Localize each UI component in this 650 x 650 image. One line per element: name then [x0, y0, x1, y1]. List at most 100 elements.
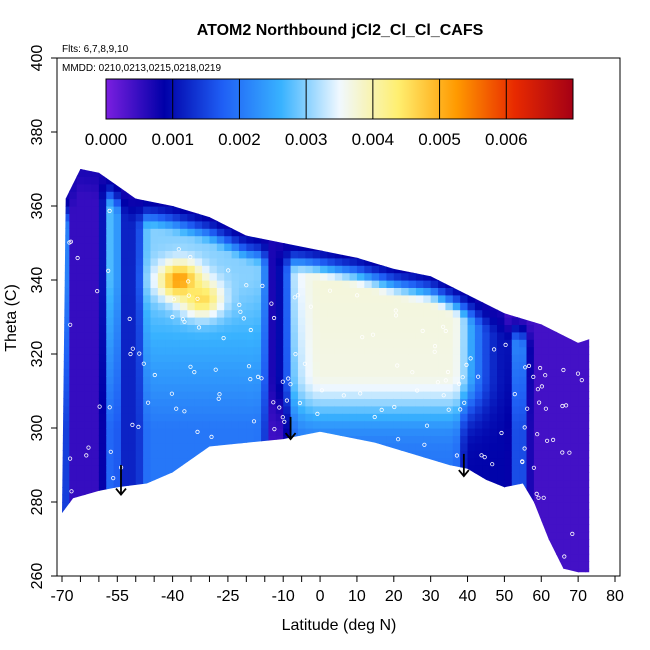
heatmap-cell	[452, 302, 461, 311]
heatmap-cell	[452, 198, 461, 207]
heatmap-cell	[415, 391, 424, 399]
heatmap-cell	[69, 213, 78, 222]
heatmap-cell	[423, 265, 432, 274]
heatmap-cell	[570, 354, 579, 362]
heatmap-cell	[209, 465, 218, 473]
heatmap-cell	[379, 169, 388, 177]
heatmap-cell	[179, 309, 188, 318]
heatmap-cell	[526, 398, 535, 407]
heatmap-cell	[69, 465, 78, 473]
heatmap-cell	[150, 169, 159, 177]
heatmap-cell	[497, 287, 505, 296]
heatmap-cell	[585, 272, 590, 281]
heatmap-cell	[128, 428, 137, 436]
heatmap-cell	[275, 361, 284, 370]
heatmap-cell	[297, 383, 306, 392]
heatmap-cell	[238, 524, 247, 533]
heatmap-cell	[157, 487, 166, 496]
heatmap-cell	[238, 331, 247, 340]
heatmap-cell	[165, 354, 174, 362]
heatmap-cell	[179, 280, 188, 288]
observation-point	[246, 364, 252, 369]
heatmap-cell	[69, 516, 78, 525]
heatmap-cell	[84, 287, 93, 296]
heatmap-cell	[386, 169, 395, 170]
heatmap-cell	[261, 531, 270, 540]
heatmap-cell	[511, 428, 520, 436]
heatmap-cell	[327, 398, 336, 407]
heatmap-cell	[62, 391, 70, 399]
heatmap-cell	[563, 176, 572, 185]
heatmap-cell	[526, 465, 535, 473]
observation-point	[248, 327, 253, 333]
heatmap-cell	[533, 265, 542, 274]
heatmap-cell	[69, 243, 78, 251]
heatmap-cell	[238, 398, 247, 407]
heatmap-cell	[460, 309, 469, 318]
heatmap-cell	[113, 206, 122, 214]
heatmap-cell	[216, 420, 225, 429]
heatmap-cell	[128, 546, 137, 555]
heatmap-cell	[238, 509, 247, 518]
heatmap-cell	[150, 531, 159, 540]
heatmap-cell	[106, 509, 115, 518]
heatmap-cell	[231, 302, 240, 311]
observation-point	[195, 429, 200, 434]
heatmap-cell	[519, 272, 528, 281]
heatmap-cell	[578, 272, 587, 281]
heatmap-cell	[371, 368, 380, 377]
heatmap-cell	[312, 169, 321, 177]
heatmap-cell	[467, 509, 476, 518]
heatmap-cell	[423, 368, 432, 377]
heatmap-cell	[157, 516, 166, 525]
heatmap-cell	[165, 265, 174, 274]
heatmap-cell	[415, 428, 424, 436]
heatmap-cell	[98, 213, 107, 222]
observation-point	[543, 373, 548, 378]
heatmap-cell	[128, 413, 137, 422]
heatmap-cell	[290, 531, 299, 540]
heatmap-cell	[238, 383, 247, 392]
heatmap-cell	[526, 539, 535, 547]
heatmap-cell	[570, 509, 579, 518]
heatmap-cell	[216, 287, 225, 296]
heatmap-cell	[268, 324, 277, 333]
heatmap-cell	[135, 220, 144, 229]
heatmap-cell	[327, 317, 336, 325]
heatmap-cell	[401, 524, 410, 533]
heatmap-cell	[445, 553, 454, 562]
heatmap-cell	[578, 524, 587, 533]
heatmap-cell	[563, 509, 572, 518]
heatmap-cell	[504, 257, 513, 266]
heatmap-cell	[128, 472, 137, 481]
heatmap-cell	[356, 302, 365, 311]
heatmap-cell	[128, 516, 137, 525]
heatmap-cell	[253, 376, 262, 385]
heatmap-cell	[238, 169, 247, 170]
heatmap-cell	[253, 309, 262, 318]
heatmap-cell	[349, 265, 358, 274]
heatmap-cell	[526, 213, 535, 222]
heatmap-cell	[342, 539, 351, 547]
heatmap-cell	[194, 413, 203, 422]
heatmap-cell	[157, 309, 166, 318]
heatmap-cell	[327, 479, 336, 488]
heatmap-cell	[143, 213, 152, 222]
heatmap-cell	[312, 502, 321, 510]
heatmap-cell	[290, 250, 299, 259]
heatmap-cell	[238, 220, 247, 229]
heatmap-cell	[143, 272, 152, 281]
heatmap-cell	[452, 250, 461, 259]
heatmap-cell	[84, 524, 93, 533]
heatmap-cell	[327, 457, 336, 466]
heatmap-cell	[556, 442, 564, 451]
heatmap-cell	[98, 405, 107, 414]
heatmap-cell	[342, 354, 351, 362]
heatmap-cell	[349, 280, 358, 288]
heatmap-cell	[364, 568, 373, 573]
heatmap-cell	[157, 176, 166, 185]
observation-point	[539, 384, 545, 389]
observation-point	[68, 322, 73, 327]
heatmap-cell	[467, 405, 476, 414]
